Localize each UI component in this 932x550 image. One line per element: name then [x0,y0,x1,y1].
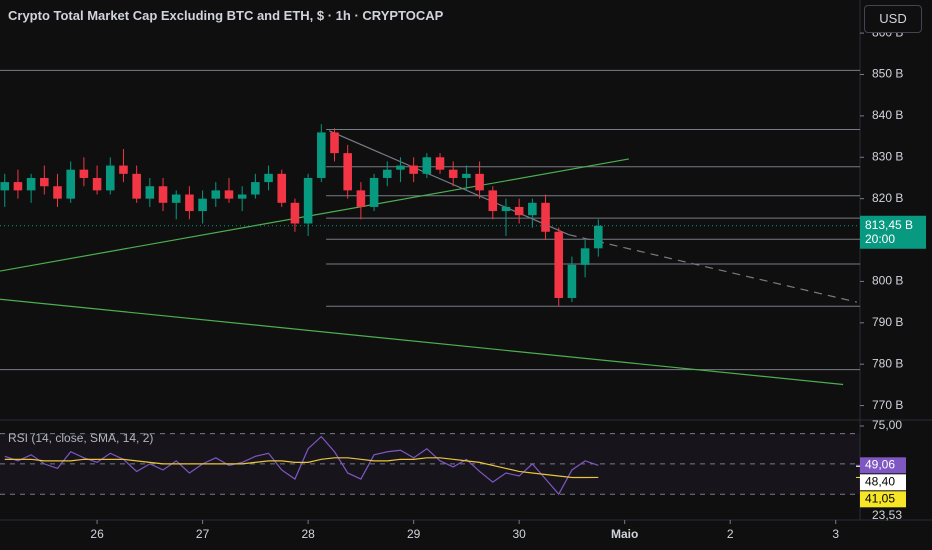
countdown-label: 20:00 [865,232,895,246]
candle-body [185,194,194,212]
candle-body [66,169,75,199]
candle-body [594,225,603,249]
candle-body [488,190,498,212]
candle-body [422,157,432,174]
candle-body [79,169,89,178]
candle-body [462,173,471,178]
candle-body [382,169,392,178]
candle-body [132,173,141,199]
y-tick-label: 800 B [872,274,903,288]
candle-body [171,194,181,203]
candle-body [580,248,590,265]
x-tick-label: 3 [832,527,839,541]
rsi-marker-label: 49,06 [865,457,895,471]
rsi-marker-label: 48,40 [865,474,895,488]
candle-body [0,182,10,191]
currency-button[interactable]: USD [864,5,922,33]
candle-body [514,206,524,216]
rsi-line [4,457,599,479]
candle-body [251,182,260,195]
candle-body [448,169,458,178]
rsi-marker-box [860,491,906,508]
trend-line [0,298,844,386]
rsi-marker-box [860,474,906,491]
x-tick-label: 29 [407,527,421,541]
candle-body [554,231,564,298]
candle-body [158,186,168,203]
last-price-box [860,215,926,249]
trend-line [328,130,569,236]
candle-body [528,202,537,216]
candle-body [92,177,102,191]
candle-body [277,173,287,203]
candle-body [396,165,405,170]
rsi-marker-box [860,457,906,474]
candle-body [567,264,577,298]
x-tick-label: 26 [90,527,104,541]
trend-line [568,234,857,303]
y-tick-label: 820 B [872,191,903,205]
rsi-marker-label: 41,05 [865,491,895,505]
candle-body [501,206,511,212]
candle-body [145,186,155,199]
candle-body [303,177,313,224]
x-tick-label: 2 [727,527,734,541]
candle-body [53,186,62,199]
candle-body [105,165,115,191]
candle-body [343,153,352,191]
y-tick-label: 770 B [872,398,903,412]
x-tick-label: 28 [301,527,315,541]
y-tick-label: 830 B [872,149,903,163]
candle-body [264,173,273,183]
y-tick-label: 840 B [872,108,903,122]
last-price-label: 813,45 B [865,218,913,232]
y-tick-label: 850 B [872,67,903,81]
candle-body [40,177,49,187]
candle-body [224,190,234,199]
candle-body [198,198,207,212]
candle-body [409,165,418,174]
candle-body [13,182,23,191]
candle-body [330,132,339,154]
candle-body [211,190,221,199]
trend-line [0,158,630,272]
candle-body [290,202,300,224]
x-tick-label: 27 [196,527,210,541]
candle-body [26,177,36,191]
candle-body [369,177,379,207]
y-tick-label: 790 B [872,315,903,329]
rsi-title: RSI (14, close, SMA, 14, 2) [8,431,153,445]
candle-body [317,132,326,178]
candle-body [119,165,128,174]
candle-body [435,157,445,170]
chart-title: Crypto Total Market Cap Excluding BTC an… [8,8,444,23]
x-tick-label: Maio [611,527,638,541]
candle-body [541,202,550,232]
rsi-y-tick-label: 23,53 [872,508,902,522]
y-tick-label: 780 B [872,356,903,370]
candle-body [475,173,484,191]
rsi-y-tick-label: 75,00 [872,418,902,432]
candle-body [237,194,247,199]
rsi-line [4,435,599,496]
x-tick-label: 30 [512,527,526,541]
candle-body [356,190,366,207]
